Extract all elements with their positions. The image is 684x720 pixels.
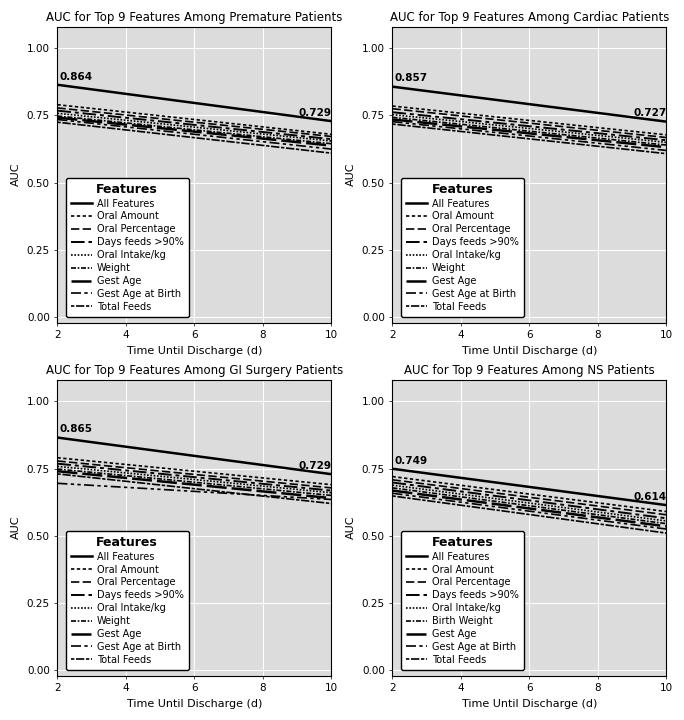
Title: AUC for Top 9 Features Among GI Surgery Patients: AUC for Top 9 Features Among GI Surgery …	[46, 364, 343, 377]
Title: AUC for Top 9 Features Among Cardiac Patients: AUC for Top 9 Features Among Cardiac Pat…	[390, 11, 669, 24]
Text: 0.864: 0.864	[59, 71, 92, 81]
Title: AUC for Top 9 Features Among Premature Patients: AUC for Top 9 Features Among Premature P…	[46, 11, 343, 24]
X-axis label: Time Until Discharge (d): Time Until Discharge (d)	[462, 346, 597, 356]
Y-axis label: AUC: AUC	[346, 516, 356, 539]
Text: 0.729: 0.729	[299, 108, 332, 118]
Y-axis label: AUC: AUC	[11, 516, 21, 539]
Legend: All Features, Oral Amount, Oral Percentage, Days feeds >90%, Oral Intake/kg, Bir: All Features, Oral Amount, Oral Percenta…	[401, 531, 524, 670]
Legend: All Features, Oral Amount, Oral Percentage, Days feeds >90%, Oral Intake/kg, Wei: All Features, Oral Amount, Oral Percenta…	[66, 531, 189, 670]
Legend: All Features, Oral Amount, Oral Percentage, Days feeds >90%, Oral Intake/kg, Wei: All Features, Oral Amount, Oral Percenta…	[66, 178, 189, 317]
Y-axis label: AUC: AUC	[346, 163, 356, 186]
Text: 0.727: 0.727	[634, 109, 667, 118]
X-axis label: Time Until Discharge (d): Time Until Discharge (d)	[127, 346, 262, 356]
Text: 0.614: 0.614	[634, 492, 667, 502]
Text: 0.729: 0.729	[299, 461, 332, 471]
X-axis label: Time Until Discharge (d): Time Until Discharge (d)	[127, 699, 262, 709]
X-axis label: Time Until Discharge (d): Time Until Discharge (d)	[462, 699, 597, 709]
Title: AUC for Top 9 Features Among NS Patients: AUC for Top 9 Features Among NS Patients	[404, 364, 655, 377]
Y-axis label: AUC: AUC	[11, 163, 21, 186]
Text: 0.865: 0.865	[59, 424, 92, 434]
Legend: All Features, Oral Amount, Oral Percentage, Days feeds >90%, Oral Intake/kg, Wei: All Features, Oral Amount, Oral Percenta…	[401, 178, 524, 317]
Text: 0.857: 0.857	[394, 73, 428, 84]
Text: 0.749: 0.749	[394, 456, 428, 466]
